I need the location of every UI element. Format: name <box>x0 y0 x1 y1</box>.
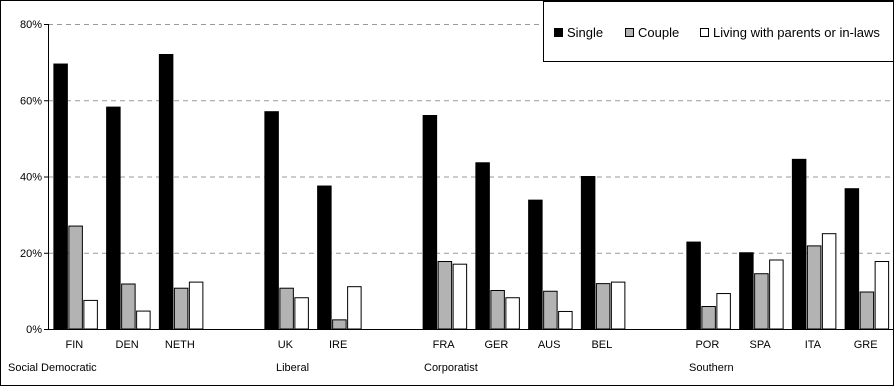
bar-fin-single <box>53 63 68 330</box>
x-tick-label: DEN <box>116 339 139 351</box>
legend-label: Couple <box>638 25 679 40</box>
legend-swatch <box>625 28 634 37</box>
group-label: Corporatist <box>424 362 478 374</box>
legend-swatch <box>554 28 563 37</box>
bars <box>53 54 890 330</box>
x-tick-label: GRE <box>854 339 878 351</box>
bar-den-living-with-parents-or-in-laws <box>136 310 151 330</box>
x-tick-label: IRE <box>329 339 347 351</box>
labels: 0% 20% 40% 60% 80% FIN DEN NETH UK IRE FRA GER AUS BE… <box>8 19 878 374</box>
bar-ita-couple <box>806 245 822 330</box>
bar-spa-living-with-parents-or-in-laws <box>769 259 784 330</box>
bar-aus-single <box>528 199 543 330</box>
y-tick-label: 40% <box>20 172 42 184</box>
bar-por-single <box>686 241 701 330</box>
bar-fra-single <box>422 115 438 330</box>
x-tick-label: FRA <box>433 339 456 351</box>
group-label: Liberal <box>276 362 309 374</box>
bar-spa-couple <box>754 273 769 330</box>
y-tick-label: 60% <box>20 95 42 107</box>
legend-label: Living with parents or in-laws <box>713 25 880 40</box>
bar-ger-single <box>475 162 490 330</box>
x-tick-label: SPA <box>750 339 772 351</box>
bar-gre-couple <box>859 291 875 330</box>
bar-fra-living-with-parents-or-in-laws <box>452 263 468 330</box>
bar-fin-living-with-parents-or-in-laws <box>83 299 98 330</box>
bar-por-couple <box>701 306 716 330</box>
bar-den-couple <box>121 283 136 330</box>
bar-fin-couple <box>68 225 83 330</box>
bar-ger-couple <box>490 289 505 330</box>
legend-label: Single <box>567 25 603 40</box>
x-tick-label: AUS <box>538 339 561 351</box>
bar-spa-single <box>739 252 754 330</box>
bar-fra-couple <box>437 261 453 330</box>
bar-ger-living-with-parents-or-in-laws <box>505 297 520 330</box>
x-tick-label: GER <box>484 339 508 351</box>
x-tick-label: ITA <box>805 339 822 351</box>
bar-ire-single <box>317 185 332 330</box>
y-tick-label: 20% <box>20 248 42 260</box>
legend-swatch <box>700 28 709 37</box>
bar-bel-single <box>580 176 596 330</box>
bar-ire-couple <box>332 319 347 330</box>
legend: Single Couple Living with parents or in-la… <box>543 1 894 62</box>
bar-bel-living-with-parents-or-in-laws <box>610 281 626 330</box>
bar-aus-living-with-parents-or-in-laws <box>558 310 573 330</box>
x-tick-label: NETH <box>165 339 195 351</box>
bar-uk-couple <box>279 287 294 330</box>
bar-ita-living-with-parents-or-in-laws <box>821 233 837 330</box>
y-tick-label: 0% <box>26 324 42 336</box>
bar-neth-living-with-parents-or-in-laws <box>188 281 204 330</box>
bar-por-living-with-parents-or-in-laws <box>716 293 731 330</box>
x-tick-label: BEL <box>591 339 612 351</box>
y-tick-label: 80% <box>20 19 42 31</box>
group-label: Southern <box>689 362 734 374</box>
bar-ita-single <box>791 158 807 330</box>
legend-box <box>543 1 894 62</box>
group-label: Social Democratic <box>8 362 97 374</box>
bar-bel-couple <box>595 283 611 330</box>
bar-neth-couple <box>173 287 189 330</box>
x-tick-label: FIN <box>66 339 84 351</box>
bar-uk-living-with-parents-or-in-laws <box>294 297 309 330</box>
bar-gre-living-with-parents-or-in-laws <box>874 261 890 330</box>
bar-ire-living-with-parents-or-in-laws <box>347 286 362 330</box>
x-tick-label: POR <box>695 339 719 351</box>
bar-uk-single <box>264 111 279 330</box>
bar-gre-single <box>844 188 860 330</box>
bar-neth-single <box>158 54 174 330</box>
bar-aus-couple <box>543 290 558 330</box>
x-tick-label: UK <box>278 339 294 351</box>
bar-den-single <box>106 106 121 330</box>
